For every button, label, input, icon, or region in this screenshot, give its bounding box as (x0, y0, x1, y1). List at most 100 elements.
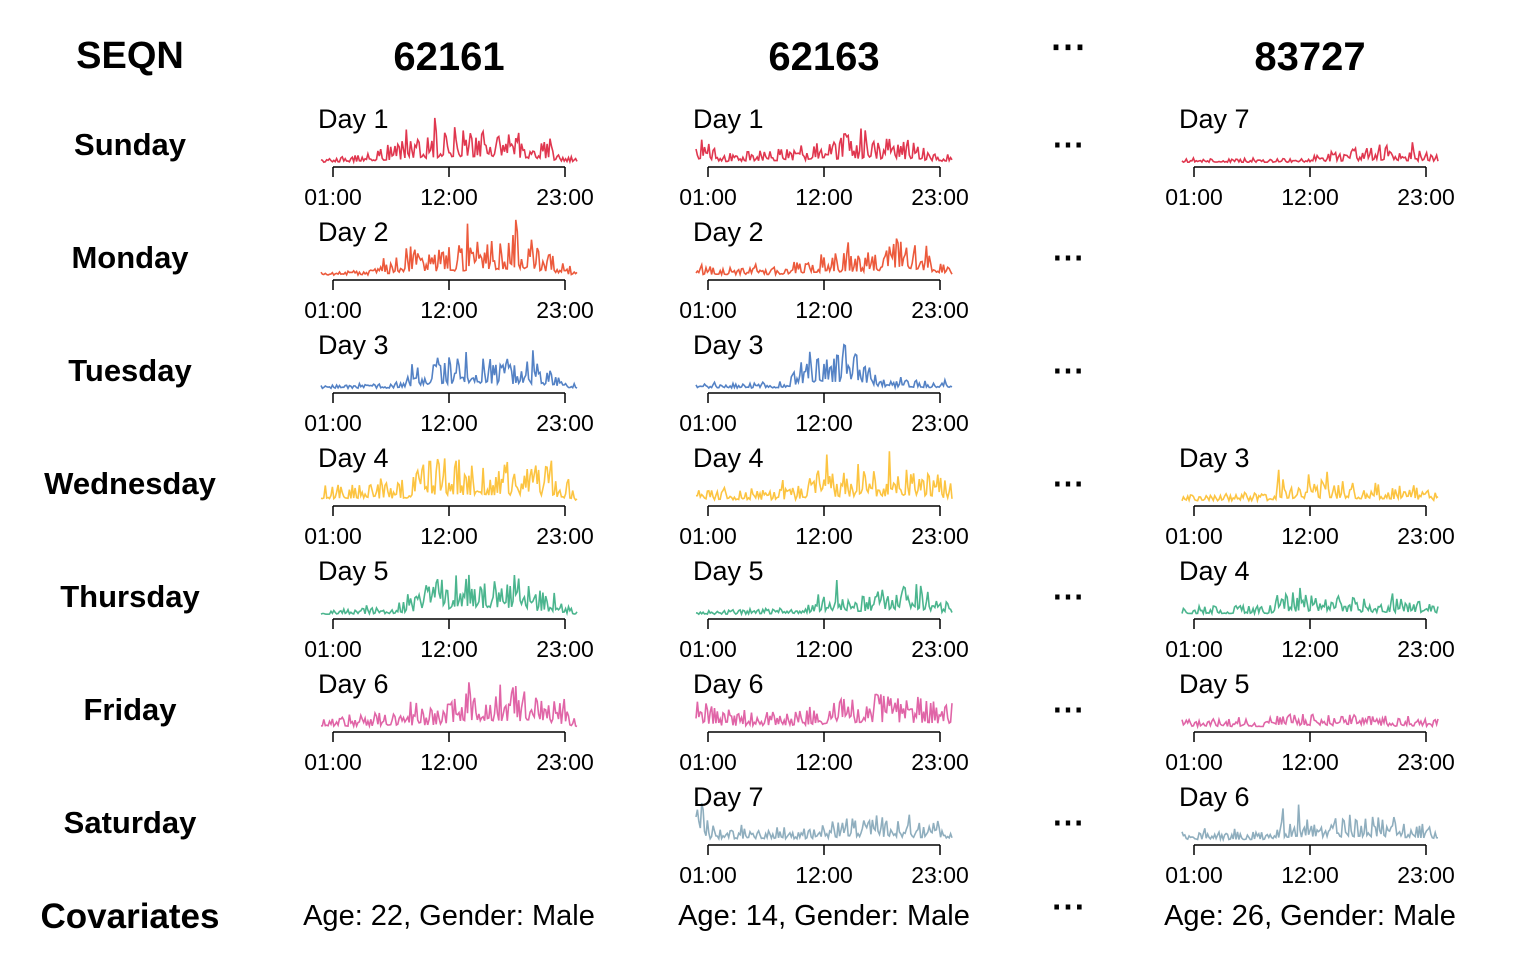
row-ellipsis-tuesday: ⋯ (1052, 352, 1084, 388)
day-label-83727-friday: Day 5 (1179, 669, 1250, 699)
x-tick-label-62161-tuesday-1: 12:00 (420, 410, 478, 436)
column-header-83727: 83727 (1254, 35, 1365, 79)
day-label-62161-thursday: Day 5 (318, 556, 389, 586)
column-header-ellipsis: ⋯ (1050, 25, 1086, 66)
panel-62161-wednesday: 01:00 12:00 23:00 Day 4 (304, 443, 594, 549)
x-tick-label-62161-monday-0: 01:00 (304, 297, 362, 323)
x-tick-label-62161-friday-0: 01:00 (304, 749, 362, 775)
x-tick-label-62163-friday-0: 01:00 (679, 749, 737, 775)
x-tick-label-62163-friday-1: 12:00 (795, 749, 853, 775)
panel-83727-saturday: 01:00 12:00 23:00 Day 6 (1165, 782, 1455, 888)
panel-83727-thursday: 01:00 12:00 23:00 Day 4 (1165, 556, 1455, 662)
x-tick-label-62161-monday-1: 12:00 (420, 297, 478, 323)
x-tick-label-62163-friday-2: 23:00 (911, 749, 969, 775)
day-label-83727-thursday: Day 4 (1179, 556, 1250, 586)
x-tick-label-62163-saturday-0: 01:00 (679, 862, 737, 888)
x-tick-label-62161-thursday-1: 12:00 (420, 636, 478, 662)
day-label-62163-wednesday: Day 4 (693, 443, 764, 473)
covariates-83727: Age: 26, Gender: Male (1164, 900, 1456, 932)
day-label-83727-sunday: Day 7 (1179, 104, 1250, 134)
day-label-83727-saturday: Day 6 (1179, 782, 1250, 812)
panel-62161-thursday: 01:00 12:00 23:00 Day 5 (304, 556, 594, 662)
x-tick-label-62163-sunday-1: 12:00 (795, 184, 853, 210)
day-label-62161-wednesday: Day 4 (318, 443, 389, 473)
day-label-62163-tuesday: Day 3 (693, 330, 764, 360)
activity-trace-62163-thursday (695, 580, 953, 617)
activity-trace-62161-tuesday (320, 350, 578, 391)
x-tick-label-83727-sunday-0: 01:00 (1165, 184, 1223, 210)
x-tick-label-62161-wednesday-2: 23:00 (536, 523, 594, 549)
row-ellipsis-wednesday: ⋯ (1052, 465, 1084, 501)
activity-trace-62163-saturday (695, 802, 953, 842)
covariates-label: Covariates (41, 897, 220, 936)
x-tick-label-62161-sunday-0: 01:00 (304, 184, 362, 210)
x-tick-label-62161-friday-2: 23:00 (536, 749, 594, 775)
activity-trace-62163-wednesday (695, 451, 953, 503)
panel-62163-saturday: 01:00 12:00 23:00 Day 7 (679, 782, 969, 888)
row-ellipsis-friday: ⋯ (1052, 691, 1084, 727)
day-label-62161-tuesday: Day 3 (318, 330, 389, 360)
x-tick-label-62163-tuesday-1: 12:00 (795, 410, 853, 436)
panel-62163-monday: 01:00 12:00 23:00 Day 2 (679, 217, 969, 323)
x-tick-label-62163-wednesday-2: 23:00 (911, 523, 969, 549)
column-header-62163: 62163 (768, 35, 879, 79)
x-tick-label-62161-wednesday-0: 01:00 (304, 523, 362, 549)
activity-trace-83727-thursday (1181, 587, 1439, 617)
activity-trace-83727-saturday (1181, 804, 1439, 843)
panel-62163-thursday: 01:00 12:00 23:00 Day 5 (679, 556, 969, 662)
day-label-83727-wednesday: Day 3 (1179, 443, 1250, 473)
panels-layer: 01:00 12:00 23:00 Day 1 01:00 12:00 23:00 Day 2… (304, 104, 1455, 888)
x-tick-label-62163-thursday-0: 01:00 (679, 636, 737, 662)
x-tick-label-83727-thursday-1: 12:00 (1281, 636, 1339, 662)
activity-trace-62161-thursday (320, 574, 578, 617)
x-tick-label-83727-sunday-2: 23:00 (1397, 184, 1455, 210)
covariates-62161: Age: 22, Gender: Male (303, 900, 595, 932)
x-tick-label-62163-monday-2: 23:00 (911, 297, 969, 323)
x-tick-label-62161-tuesday-2: 23:00 (536, 410, 594, 436)
row-label-sunday: Sunday (74, 127, 187, 162)
column-header-62161: 62161 (393, 35, 504, 79)
x-tick-label-62161-tuesday-0: 01:00 (304, 410, 362, 436)
row-label-friday: Friday (83, 692, 177, 727)
day-label-62163-friday: Day 6 (693, 669, 764, 699)
panel-62161-tuesday: 01:00 12:00 23:00 Day 3 (304, 330, 594, 436)
row-label-tuesday: Tuesday (68, 353, 192, 388)
activity-trace-62161-wednesday (320, 458, 578, 502)
day-label-62161-monday: Day 2 (318, 217, 389, 247)
x-tick-label-83727-friday-2: 23:00 (1397, 749, 1455, 775)
panel-83727-friday: 01:00 12:00 23:00 Day 5 (1165, 669, 1455, 775)
activity-trace-62163-sunday (695, 128, 953, 163)
covariates-ellipsis: ⋯ (1051, 888, 1085, 926)
x-tick-label-83727-saturday-0: 01:00 (1165, 862, 1223, 888)
row-ellipsis-thursday: ⋯ (1052, 578, 1084, 614)
panel-83727-sunday: 01:00 12:00 23:00 Day 7 (1165, 104, 1455, 210)
row-label-wednesday: Wednesday (44, 466, 216, 501)
x-tick-label-83727-sunday-1: 12:00 (1281, 184, 1339, 210)
x-tick-label-62161-monday-2: 23:00 (536, 297, 594, 323)
panel-62161-monday: 01:00 12:00 23:00 Day 2 (304, 217, 594, 323)
x-tick-label-62163-sunday-2: 23:00 (911, 184, 969, 210)
x-tick-label-62163-thursday-1: 12:00 (795, 636, 853, 662)
row-label-monday: Monday (71, 240, 189, 275)
x-tick-label-62161-friday-1: 12:00 (420, 749, 478, 775)
x-tick-label-62163-wednesday-0: 01:00 (679, 523, 737, 549)
x-tick-label-62163-monday-0: 01:00 (679, 297, 737, 323)
activity-trace-62161-sunday (320, 117, 578, 165)
row-ellipsis-sunday: ⋯ (1052, 126, 1084, 162)
x-tick-label-62163-saturday-2: 23:00 (911, 862, 969, 888)
day-label-62163-saturday: Day 7 (693, 782, 764, 812)
panel-62161-sunday: 01:00 12:00 23:00 Day 1 (304, 104, 594, 210)
panel-62161-friday: 01:00 12:00 23:00 Day 6 (304, 669, 594, 775)
activity-trace-62161-monday (320, 219, 578, 277)
activity-trace-62163-friday (695, 693, 953, 729)
row-label-saturday: Saturday (64, 805, 197, 840)
activity-trace-62161-friday (320, 682, 578, 730)
day-label-62163-thursday: Day 5 (693, 556, 764, 586)
x-tick-label-62161-wednesday-1: 12:00 (420, 523, 478, 549)
day-label-62163-sunday: Day 1 (693, 104, 764, 134)
panel-62163-friday: 01:00 12:00 23:00 Day 6 (679, 669, 969, 775)
panel-62163-sunday: 01:00 12:00 23:00 Day 1 (679, 104, 969, 210)
panel-62163-wednesday: 01:00 12:00 23:00 Day 4 (679, 443, 969, 549)
x-tick-label-83727-friday-0: 01:00 (1165, 749, 1223, 775)
x-tick-label-83727-wednesday-1: 12:00 (1281, 523, 1339, 549)
